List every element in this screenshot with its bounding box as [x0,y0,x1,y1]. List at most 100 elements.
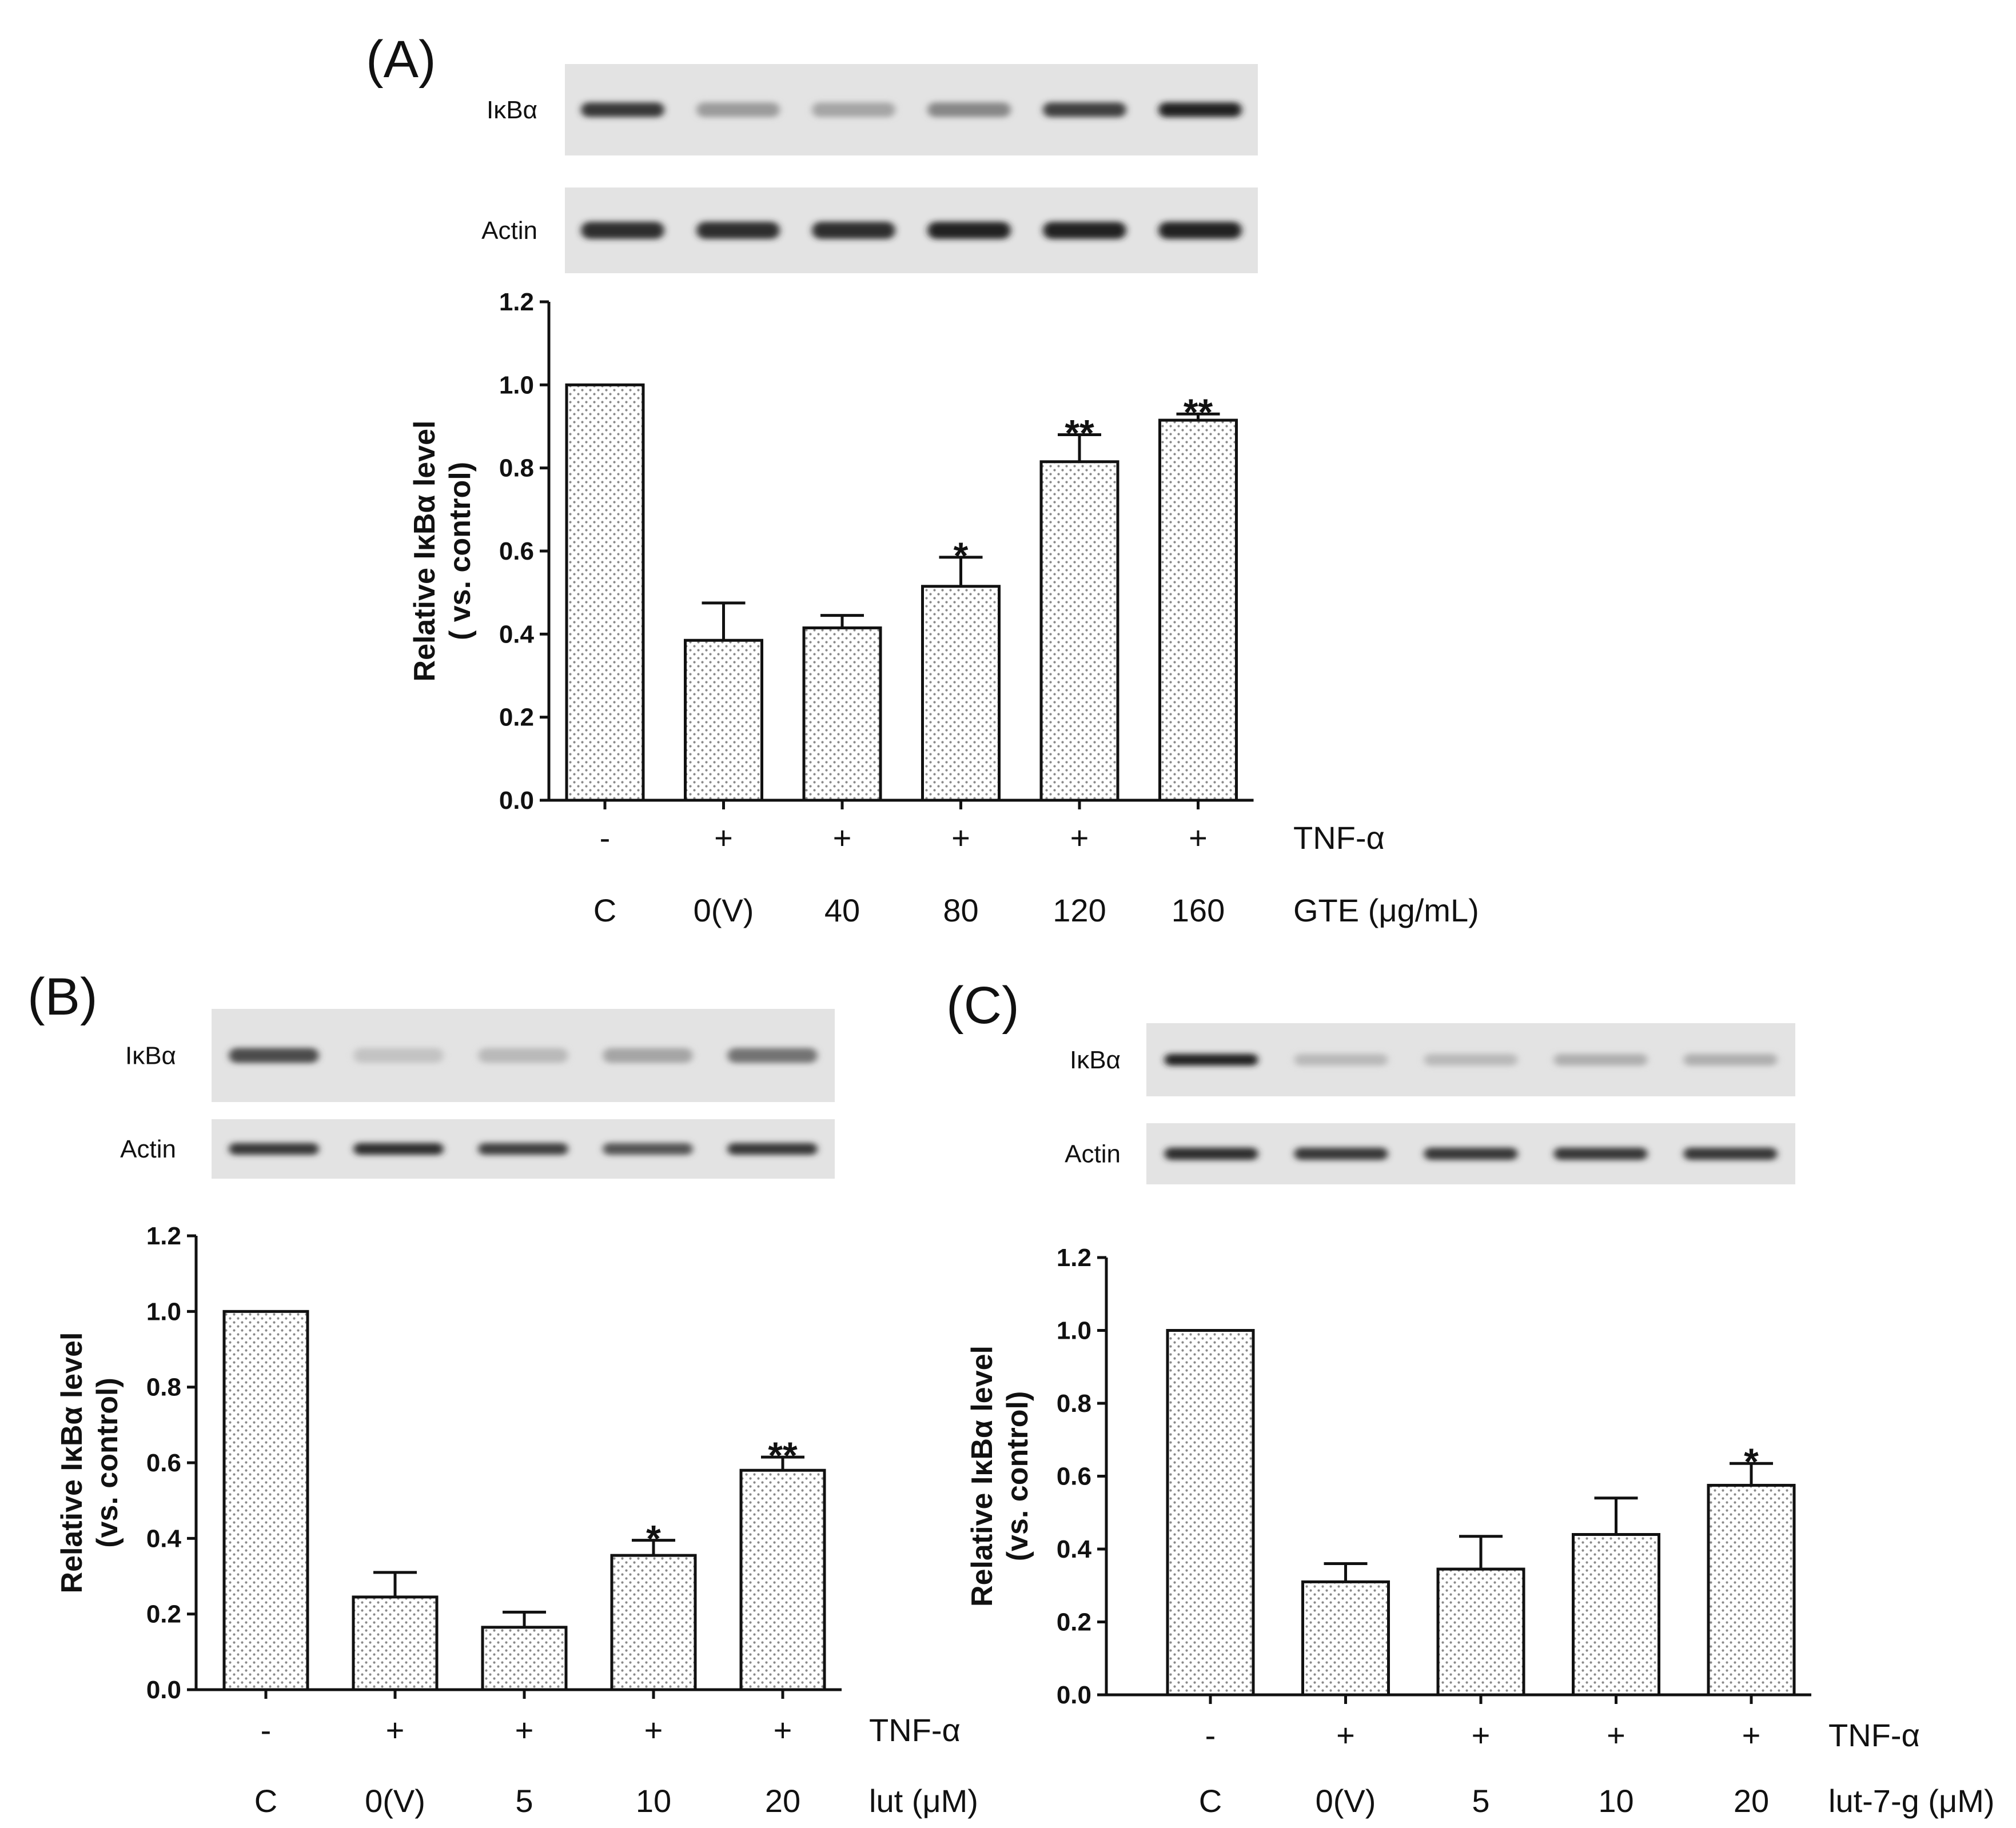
blot-band [696,102,780,117]
blot-strip-background [565,64,1258,155]
y-tick-label: 0.8 [146,1374,181,1402]
category-label: 160 [1172,892,1225,928]
blot-band [353,1143,444,1155]
blot-band [603,1048,693,1063]
blot-band [727,1143,818,1155]
blot-band [1294,1053,1388,1066]
tnf-sign: - [1205,1717,1216,1753]
tnf-row-label: TNF-α [1828,1717,1920,1753]
y-tick-label: 0.4 [146,1524,182,1552]
blot-label-ikba: IκBα [487,96,537,124]
y-tick-label: 0.0 [1057,1681,1091,1709]
blot-band [581,102,664,117]
category-label: 20 [765,1783,800,1819]
significance-mark: ** [1065,412,1094,454]
y-tick-label: 1.0 [146,1298,181,1326]
blot-band [927,102,1011,117]
significance-mark: * [1744,1440,1759,1483]
y-tick-label: 0.2 [1057,1609,1091,1637]
bar [1039,460,1119,802]
bar [921,585,1001,802]
blot-band [478,1048,568,1063]
tnf-sign: + [714,820,733,856]
blot-band [1424,1147,1518,1160]
y-tick-label: 0.6 [1057,1463,1091,1491]
y-axis-label-line2: (vs. control) [91,1378,124,1548]
blot-band [812,222,895,239]
blot-band [229,1048,319,1063]
y-tick-label: 0.2 [499,704,534,732]
tnf-sign: + [1607,1717,1625,1753]
tnf-row-label: TNF-α [1293,820,1385,856]
y-tick-label: 0.4 [499,620,535,648]
panel-c: (C) IκBα Actin 0.0 0.2 0.4 0.6 0.8 1.0 1.2 Relativ… [946,976,1995,1819]
blot-band [927,222,1011,239]
y-tick-label: 1.2 [1057,1244,1091,1272]
y-axis-label-line2: (vs. control) [1001,1391,1034,1562]
y-tick-label: 1.0 [499,371,534,399]
tnf-sign: - [261,1712,272,1748]
treatment-row-label: lut (μM) [869,1783,978,1819]
blot-ikba: IκBα [487,64,1258,155]
blot-actin: Actin [120,1119,835,1179]
blot-label-ikba: IκBα [1070,1046,1121,1074]
y-tick-label: 0.4 [1057,1535,1092,1563]
blot-label-actin: Actin [1065,1140,1121,1168]
bar [1707,1483,1796,1697]
blot-ikba: IκBα [125,1009,835,1102]
category-label: 10 [636,1783,671,1819]
significance-mark: * [646,1518,661,1560]
blot-band [1683,1053,1778,1066]
y-axis-label-line1: Relative IκBα level [966,1346,999,1607]
bar [1572,1533,1660,1697]
y-tick-label: 1.2 [146,1222,181,1250]
bar [1166,1329,1255,1697]
bar [1158,418,1238,802]
category-label: 120 [1053,892,1106,928]
bar [222,1310,309,1691]
blot-band [1164,1147,1258,1160]
blot-band [1294,1147,1388,1160]
tnf-sign: + [774,1712,792,1748]
y-tick-label: 0.8 [1057,1390,1091,1418]
category-label: 10 [1598,1783,1633,1819]
blot-band [1043,222,1126,239]
blot-band [353,1048,444,1063]
blot-label-actin: Actin [120,1135,176,1163]
blot-band [1164,1053,1258,1066]
category-label: C [1199,1783,1222,1819]
blot-strip-background [565,187,1258,273]
treatment-row-label: lut-7-g (μM) [1828,1783,1995,1819]
bar [739,1468,826,1691]
category-label: 5 [1472,1783,1489,1819]
tnf-sign: + [515,1712,534,1748]
blot-actin: Actin [481,187,1258,273]
significance-mark: * [954,534,969,577]
y-tick-label: 0.6 [499,537,534,565]
significance-mark: ** [1184,391,1213,433]
bar [565,383,645,802]
bar [1436,1567,1525,1697]
tnf-sign: + [1742,1717,1761,1753]
treatment-row-label: GTE (μg/mL) [1293,892,1479,928]
blot-band [696,222,780,239]
category-label: 40 [824,892,860,928]
bar [610,1554,697,1691]
blot-label-ikba: IκBα [125,1042,176,1070]
blot-band [229,1143,319,1155]
blot-actin: Actin [1065,1123,1795,1184]
significance-mark: ** [768,1434,798,1476]
bar [1301,1580,1390,1697]
y-axis-label: Relative IκBα level( vs. control) [408,421,477,682]
blot-band [727,1048,818,1063]
category-label: 20 [1734,1783,1769,1819]
tnf-row-label: TNF-α [869,1712,961,1748]
y-axis-label: Relative IκBα level (vs. control) [55,1332,124,1594]
blot-band [478,1143,568,1155]
blot-band [1553,1053,1648,1066]
bar [802,626,882,802]
y-tick-label: 0.8 [499,454,534,482]
blot-band [1683,1147,1778,1160]
tnf-sign: + [386,1712,405,1748]
